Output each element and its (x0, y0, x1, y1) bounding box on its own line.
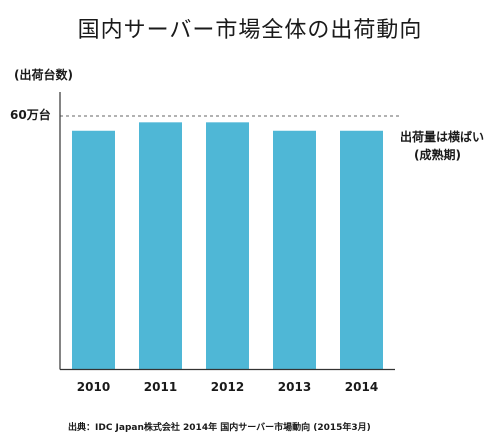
y-axis-label: (出荷台数) (14, 68, 73, 82)
x-tick-2012: 2012 (211, 380, 244, 394)
bar-2011 (139, 122, 182, 369)
source-note: 出典：IDC Japan株式会社 2014年 国内サーバー市場動向 (2015年… (68, 423, 371, 433)
reference-line-label: 60万台 (10, 108, 51, 122)
chart-title: 国内サーバー市場全体の出荷動向 (77, 18, 423, 43)
bar-2010 (72, 130, 115, 369)
bar-2012 (206, 122, 249, 369)
bar-2014 (340, 130, 383, 369)
x-tick-2010: 2010 (77, 380, 110, 394)
trend-annotation-main: 出荷量は横ばい (400, 130, 485, 144)
x-tick-2013: 2013 (278, 380, 311, 394)
trend-annotation-sub: (成熟期) (414, 148, 461, 162)
x-tick-2014: 2014 (345, 380, 378, 394)
x-tick-2011: 2011 (144, 380, 177, 394)
trend-annotation: 出荷量は横ばい (成熟期) (400, 128, 484, 164)
bar-2013 (273, 130, 316, 369)
